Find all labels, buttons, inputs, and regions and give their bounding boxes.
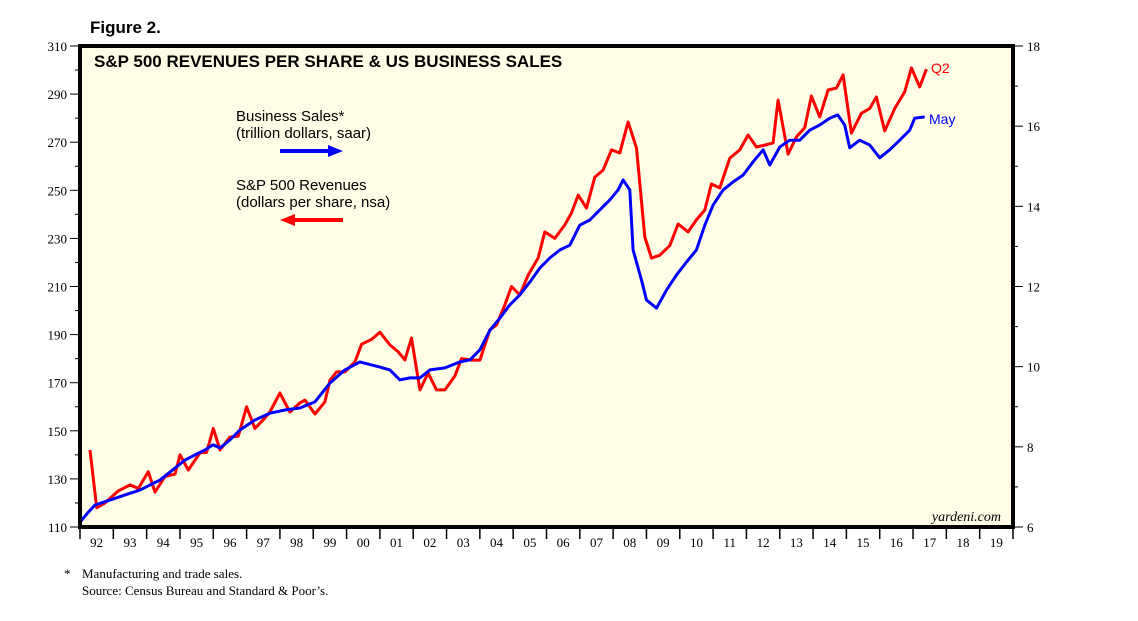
end-label-q2: Q2 [931, 60, 950, 76]
right-tick-label: 6 [1027, 520, 1034, 535]
x-tick-label: 10 [690, 535, 703, 550]
x-tick-label: 01 [390, 535, 403, 550]
x-tick-label: 04 [490, 535, 504, 550]
x-tick-label: 08 [623, 535, 636, 550]
left-tick-label: 210 [48, 280, 68, 295]
end-label-may: May [929, 111, 955, 127]
x-tick-label: 02 [423, 535, 436, 550]
left-tick-label: 110 [48, 520, 67, 535]
right-tick-label: 12 [1027, 280, 1040, 295]
x-tick-label: 96 [223, 535, 237, 550]
legend-sp500-units: (dollars per share, nsa) [236, 194, 390, 211]
x-tick-label: 18 [957, 535, 970, 550]
legend-business-sales: Business Sales* [236, 108, 345, 125]
x-tick-label: 07 [590, 535, 604, 550]
right-tick-label: 8 [1027, 440, 1034, 455]
left-tick-label: 290 [48, 87, 68, 102]
x-tick-label: 03 [457, 535, 470, 550]
right-tick-label: 10 [1027, 360, 1040, 375]
x-tick-label: 92 [90, 535, 103, 550]
x-tick-label: 95 [190, 535, 203, 550]
x-tick-label: 97 [257, 535, 271, 550]
left-tick-label: 250 [48, 183, 68, 198]
chart-title: S&P 500 REVENUES PER SHARE & US BUSINESS… [94, 52, 562, 71]
x-tick-label: 06 [557, 535, 571, 550]
x-tick-label: 19 [990, 535, 1003, 550]
x-tick-label: 15 [857, 535, 870, 550]
business-sales-line [78, 113, 925, 524]
left-tick-label: 190 [48, 328, 68, 343]
right-tick-label: 14 [1027, 199, 1041, 214]
right-tick-label: 18 [1027, 39, 1040, 54]
x-tick-label: 05 [523, 535, 536, 550]
right-tick-label: 16 [1027, 119, 1041, 134]
x-tick-label: 17 [923, 535, 937, 550]
left-tick-label: 310 [48, 39, 68, 54]
x-tick-label: 11 [724, 535, 737, 550]
plot-area [80, 46, 1013, 527]
arrow-left-icon [280, 214, 343, 226]
left-tick-label: 270 [48, 135, 68, 150]
figure-label: Figure 2. [90, 18, 161, 37]
footnote-marker: * [64, 566, 71, 581]
x-tick-label: 14 [823, 535, 837, 550]
source-text: Source: Census Bureau and Standard & Poo… [82, 583, 328, 598]
left-tick-label: 150 [48, 424, 68, 439]
x-tick-label: 09 [657, 535, 670, 550]
source-watermark: yardeni.com [930, 510, 1001, 525]
x-tick-label: 93 [123, 535, 136, 550]
x-tick-label: 16 [890, 535, 904, 550]
x-tick-label: 13 [790, 535, 803, 550]
x-tick-label: 99 [323, 535, 336, 550]
x-tick-label: 94 [157, 535, 171, 550]
arrow-right-icon [280, 145, 343, 157]
x-tick-label: 12 [757, 535, 770, 550]
x-tick-label: 00 [357, 535, 370, 550]
left-tick-label: 130 [48, 472, 68, 487]
left-tick-label: 230 [48, 231, 68, 246]
left-tick-label: 170 [48, 376, 68, 391]
legend-business-sales-units: (trillion dollars, saar) [236, 125, 371, 142]
x-tick-label: 98 [290, 535, 303, 550]
footnote-text: Manufacturing and trade sales. [82, 566, 242, 581]
legend-sp500-revenues: S&P 500 Revenues [236, 177, 367, 194]
